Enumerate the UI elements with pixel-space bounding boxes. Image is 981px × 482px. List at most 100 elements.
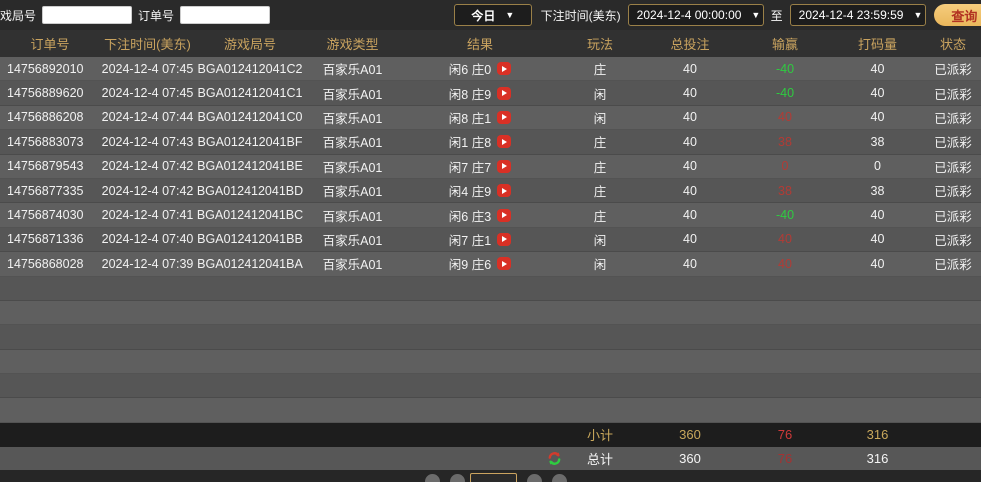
play-icon[interactable] <box>497 135 512 149</box>
play-icon[interactable] <box>497 208 512 222</box>
cell-total-bet: 40 <box>683 159 697 174</box>
subtotal-row: 小计 360 76 316 <box>0 422 981 447</box>
bet-time-label: 下注时间(美东) <box>540 8 621 23</box>
cell-game-round: BGA012412041C0 <box>197 110 303 125</box>
game-round-input[interactable] <box>42 6 133 24</box>
result-text: 闲6 庄3 <box>448 209 492 224</box>
cell-bet-time: 2024-12-4 07:42 <box>101 159 194 174</box>
game-round-label: 游戏局号 <box>0 8 37 23</box>
time-to-value: 2024-12-4 23:59:59 <box>798 8 904 22</box>
table-row: 14756883073 2024-12-4 07:43 BGA012412041BF… <box>0 130 981 155</box>
cell-rolling: 40 <box>870 208 885 223</box>
cell-winloss: 40 <box>778 232 792 247</box>
pagination-prev-button[interactable] <box>450 473 465 482</box>
cell-game-type: 百家乐A01 <box>322 209 383 224</box>
cell-result: 闲8 庄9 <box>400 84 560 103</box>
result-text: 闲4 庄9 <box>448 185 492 200</box>
cell-total-bet: 40 <box>683 134 697 149</box>
time-from-dropdown[interactable]: 2024-12-4 00:00:00 ▼ <box>627 4 764 26</box>
cell-game-round: BGA012412041BC <box>196 208 304 223</box>
cell-order-no: 14756892010 <box>7 61 84 76</box>
order-no-input[interactable] <box>180 6 271 24</box>
cell-result: 闲9 庄6 <box>400 254 560 273</box>
header-order-no: 订单号 <box>30 37 70 52</box>
cell-game-type: 百家乐A01 <box>322 233 383 248</box>
play-icon[interactable] <box>497 232 512 246</box>
play-icon[interactable] <box>497 62 512 76</box>
cell-bet-time: 2024-12-4 07:45 <box>101 86 194 101</box>
cell-order-no: 14756877335 <box>7 183 84 198</box>
table-header: 订单号 下注时间(美东) 游戏局号 游戏类型 结果 玩法 总投注 输赢 打码量 … <box>0 30 981 57</box>
cell-rolling: 40 <box>870 110 885 125</box>
total-label: 总计 <box>586 451 613 467</box>
result-text: 闲8 庄1 <box>448 111 492 126</box>
date-range-dropdown[interactable]: 今日 ▼ <box>454 4 532 26</box>
pagination-next-button[interactable] <box>527 473 542 482</box>
filter-bar: 游戏局号 订单号 今日 ▼ 下注时间(美东) 2024-12-4 00:00:0… <box>0 0 981 30</box>
date-range-value: 今日 <box>471 8 496 23</box>
cell-total-bet: 40 <box>683 86 697 101</box>
empty-row <box>0 325 981 350</box>
cell-rolling: 40 <box>870 86 885 101</box>
cell-winloss: 38 <box>778 183 792 198</box>
play-icon[interactable] <box>497 257 512 271</box>
cell-status: 已派彩 <box>934 111 972 126</box>
header-total-bet: 总投注 <box>670 37 710 52</box>
result-text: 闲1 庄8 <box>448 136 492 151</box>
cell-status: 已派彩 <box>934 233 972 248</box>
cell-status: 已派彩 <box>934 63 972 78</box>
play-icon[interactable] <box>497 159 512 173</box>
play-icon[interactable] <box>497 110 512 124</box>
query-button[interactable]: 查询 <box>933 4 981 26</box>
cell-game-type: 百家乐A01 <box>322 185 383 200</box>
cell-game-round: BGA012412041BA <box>197 256 303 271</box>
header-game-type: 游戏类型 <box>326 37 379 52</box>
cell-winloss: 0 <box>781 159 789 174</box>
cell-bet-time: 2024-12-4 07:40 <box>101 232 194 247</box>
cell-total-bet: 40 <box>683 232 697 247</box>
header-winloss: 输赢 <box>771 37 798 52</box>
cell-result: 闲8 庄1 <box>400 108 560 127</box>
cell-result: 闲7 庄7 <box>400 157 560 176</box>
cell-play: 闲 <box>593 258 607 273</box>
refresh-icon[interactable] <box>547 451 562 466</box>
header-status: 状态 <box>939 37 966 52</box>
cell-game-round: BGA012412041BD <box>196 183 304 198</box>
cell-bet-time: 2024-12-4 07:45 <box>101 61 194 76</box>
result-text: 闲6 庄0 <box>448 63 492 78</box>
cell-rolling: 40 <box>870 256 885 271</box>
pagination-first-button[interactable] <box>425 473 440 482</box>
subtotal-bet: 360 <box>679 427 701 443</box>
cell-winloss: -40 <box>775 61 795 76</box>
cell-play: 闲 <box>593 87 607 102</box>
cell-bet-time: 2024-12-4 07:43 <box>101 134 194 149</box>
pagination-last-button[interactable] <box>552 473 567 482</box>
total-winloss: 76 <box>777 450 793 466</box>
cell-result: 闲6 庄0 <box>400 59 560 78</box>
cell-order-no: 14756871336 <box>7 232 84 247</box>
play-icon[interactable] <box>497 184 512 198</box>
cell-rolling: 38 <box>870 134 885 149</box>
cell-status: 已派彩 <box>934 209 972 224</box>
cell-game-type: 百家乐A01 <box>322 63 383 78</box>
play-icon[interactable] <box>497 86 512 100</box>
subtotal-rolling: 316 <box>866 427 889 443</box>
header-bet-time: 下注时间(美东) <box>104 37 191 52</box>
result-text: 闲7 庄1 <box>448 233 492 248</box>
cell-order-no: 14756879543 <box>7 159 84 174</box>
cell-play: 庄 <box>593 185 607 200</box>
total-rolling: 316 <box>866 450 889 466</box>
empty-row <box>0 300 981 326</box>
cell-result: 闲1 庄8 <box>400 132 560 151</box>
cell-game-type: 百家乐A01 <box>322 136 383 151</box>
cell-order-no: 14756868028 <box>7 256 84 271</box>
table-row: 14756877335 2024-12-4 07:42 BGA012412041BD… <box>0 178 981 204</box>
chevron-down-icon: ▼ <box>505 10 515 20</box>
table-body: 14756892010 2024-12-4 07:45 BGA012412041C2… <box>0 57 981 423</box>
header-game-round: 游戏局号 <box>223 37 276 52</box>
table-row: 14756892010 2024-12-4 07:45 BGA012412041C2… <box>0 57 981 82</box>
cell-result: 闲7 庄1 <box>400 230 560 249</box>
page-input-box[interactable] <box>470 472 517 482</box>
time-to-dropdown[interactable]: 2024-12-4 23:59:59 ▼ <box>789 4 926 26</box>
cell-game-round: BGA012412041C2 <box>197 61 303 76</box>
